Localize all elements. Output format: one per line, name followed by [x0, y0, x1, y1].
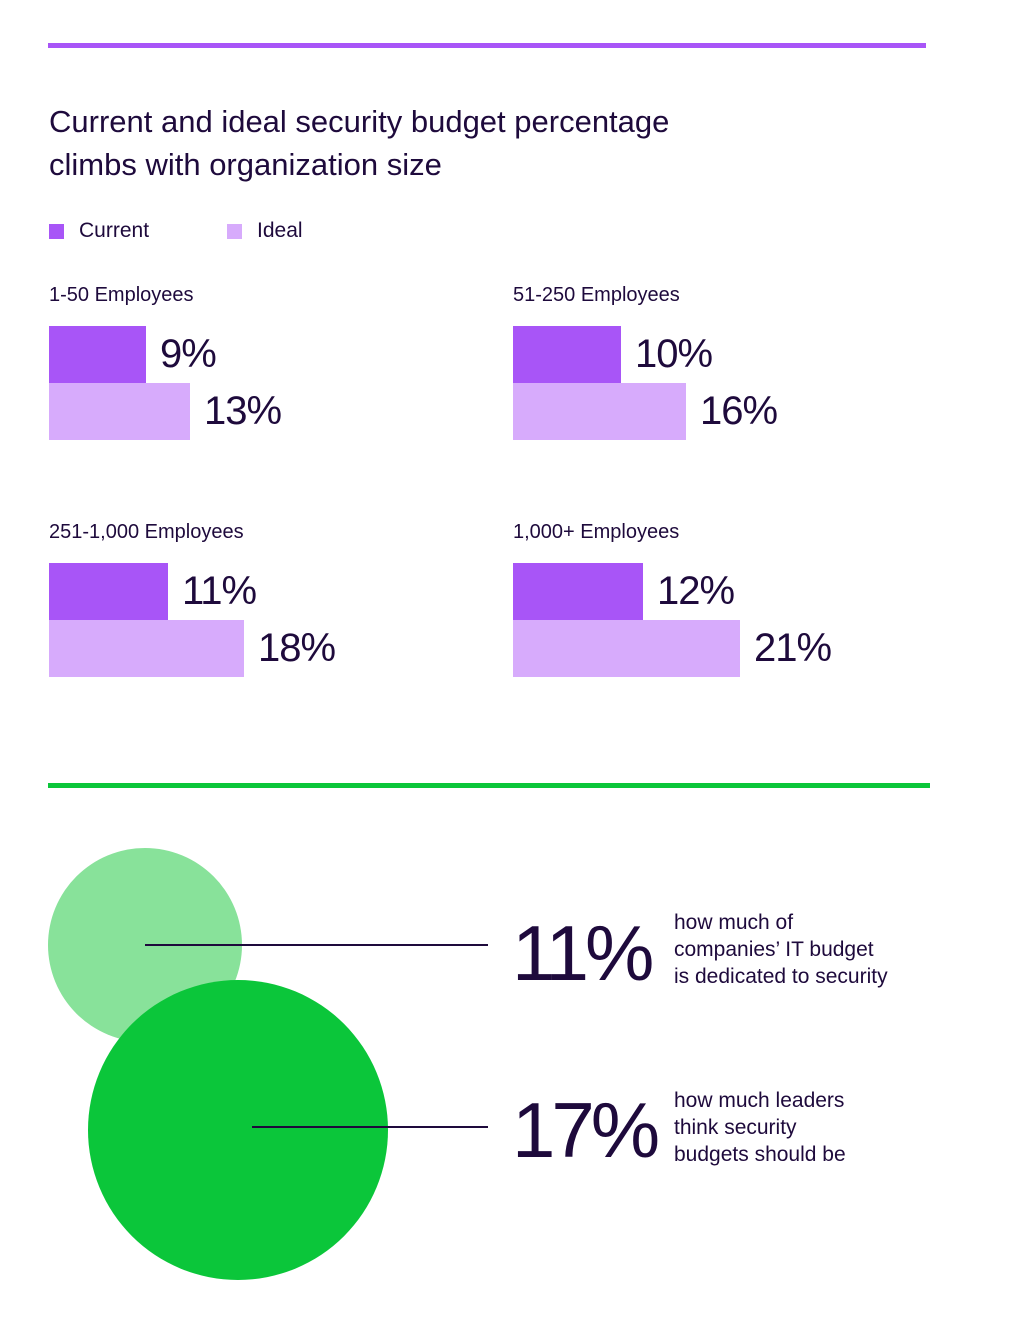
bar-group-1-000-employees: 1,000+ Employees 12% 21%: [513, 519, 953, 679]
bar-current: [49, 326, 146, 383]
stat-description-line: companies’ IT budget: [674, 938, 874, 961]
stat-value-current: 11%: [512, 909, 654, 997]
title-line-1: Current and ideal security budget percen…: [49, 104, 670, 139]
legend-item-current: Current: [49, 219, 149, 243]
stat-description-line: how much leaders: [674, 1089, 845, 1112]
stat-description-line: think security: [674, 1116, 797, 1139]
bar-ideal: [49, 620, 244, 677]
category-label: 251-1,000 Employees: [49, 521, 244, 543]
legend-swatch-current: [49, 223, 64, 239]
middle-divider: [48, 783, 930, 788]
bar-value-ideal: 16%: [700, 389, 778, 433]
top-divider: [48, 43, 926, 48]
chart-title: Current and ideal security budget percen…: [49, 100, 809, 186]
bar-group-1-50-employees: 1-50 Employees 9% 13%: [49, 282, 489, 442]
bar-value-current: 10%: [635, 332, 713, 376]
category-label: 1-50 Employees: [49, 284, 194, 306]
bar-value-ideal: 13%: [204, 389, 282, 433]
bar-value-ideal: 21%: [754, 626, 832, 670]
bar-ideal: [513, 620, 740, 677]
legend-swatch-ideal: [227, 223, 243, 239]
stat-description-line: how much of: [674, 911, 794, 934]
bar-value-current: 11%: [182, 569, 257, 613]
bar-ideal: [513, 383, 686, 440]
legend-item-ideal: Ideal: [227, 219, 303, 243]
stat-value-ideal: 17%: [512, 1086, 660, 1174]
bar-value-ideal: 18%: [258, 626, 336, 670]
stat-description-line: is dedicated to security: [674, 965, 888, 988]
bar-value-current: 12%: [657, 569, 735, 613]
bar-value-current: 9%: [160, 332, 217, 376]
bar-current: [513, 563, 643, 620]
bar-group-251-1-000-employees: 251-1,000 Employees 11% 18%: [49, 519, 489, 679]
circle-ideal: [88, 980, 388, 1280]
category-label: 1,000+ Employees: [513, 521, 680, 543]
title-line-2: climbs with organization size: [49, 147, 442, 182]
legend-label-current: Current: [79, 219, 150, 242]
stat-description-line: budgets should be: [674, 1143, 846, 1166]
bar-current: [49, 563, 168, 620]
bar-group-51-250-employees: 51-250 Employees 10% 16%: [513, 282, 953, 442]
stat-description-current: how much of companies’ IT budget is dedi…: [674, 909, 934, 990]
bar-current: [513, 326, 621, 383]
legend-label-ideal: Ideal: [257, 219, 303, 242]
category-label: 51-250 Employees: [513, 284, 680, 306]
stat-description-ideal: how much leaders think security budgets …: [674, 1087, 934, 1168]
legend: Current Ideal: [49, 219, 303, 243]
bar-ideal: [49, 383, 190, 440]
